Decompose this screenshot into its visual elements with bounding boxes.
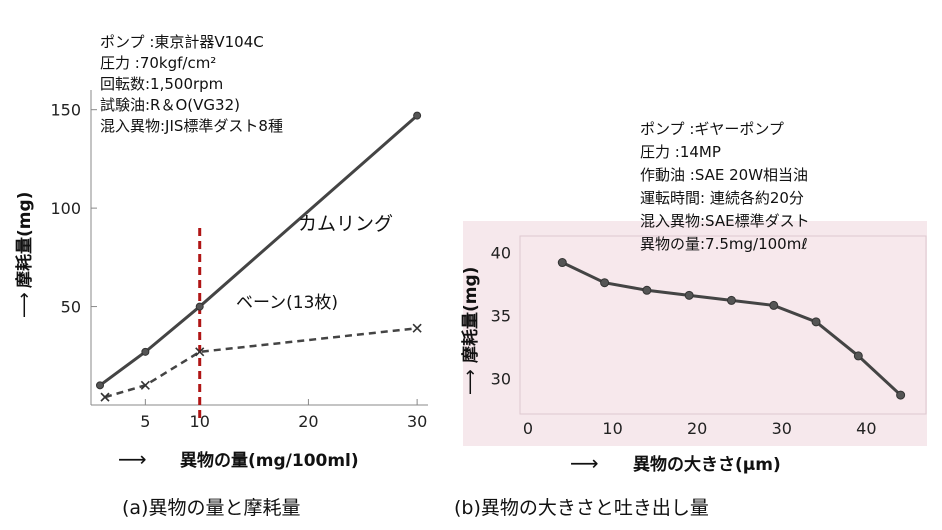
series-b [557,258,906,400]
axes-a: 50 100 150 5 10 20 30 [50,90,428,431]
data-point [726,295,736,305]
data-point [853,351,863,361]
x-tick-label: 20 [298,412,318,431]
data-point [195,302,204,311]
condition-line: ポンプ :東京計器V104C [100,33,264,51]
condition-line: 異物の量:7.5mg/100mℓ [640,235,808,253]
data-point [896,390,906,400]
x-axis-label: 異物の量(mg/100ml) [180,450,359,471]
data-point-stroke [195,347,205,357]
x-tick-label: 10 [190,412,210,431]
condition-line: 混入異物:JIS標準ダスト8種 [100,117,283,135]
y-tick-label: 100 [50,199,81,218]
series-label-vane: ベーン(13枚) [236,293,338,313]
y-tick-label: 30 [491,370,511,389]
data-point [557,258,567,268]
x-axis-arrow: ⟶ [118,447,147,471]
data-point [769,300,779,310]
data-point [642,285,652,295]
data-point [811,317,821,327]
series-label-cam-ring: カムリング [298,213,393,235]
data-point [140,380,150,390]
data-point [96,381,104,390]
x-tick-label: 20 [687,419,707,438]
condition-line: 圧力 :14MP [640,143,721,161]
y-axis-arrow: ⟶ [460,369,481,395]
labels-a: カムリング ベーン(13枚) [236,213,393,313]
caption-a: (a)異物の量と摩耗量 [122,497,301,519]
data-point-stroke [412,323,422,333]
y-axis-title-b: ⟶ 摩耗量(mg) [460,267,481,395]
plot-frame-b [519,235,927,415]
condition-line: 運転時間: 連続各約20分 [640,189,804,207]
y-tick-label: 150 [50,101,81,120]
x-tick-label: 10 [602,419,622,438]
condition-line: 作動油 :SAE 20W相当油 [640,166,809,184]
data-point [141,347,150,356]
y-axis-title-a: ⟶ 摩耗量(mg) [14,192,35,318]
condition-line: ポンプ :ギヤーポンプ [640,120,784,138]
x-tick-label: 0 [523,419,533,438]
conditions-b: ポンプ :ギヤーポンプ 圧力 :14MP 作動油 :SAE 20W相当油 運転時… [640,118,810,256]
condition-line: 混入異物:SAE標準ダスト [640,212,810,230]
conditions-a: ポンプ :東京計器V104C 圧力 :70kgf/cm² 回転数:1,500rp… [100,32,283,137]
x-tick-label: 5 [140,412,150,431]
x-axis-label: 異物の大きさ(μm) [633,454,781,475]
data-point [684,290,694,300]
condition-line: 試験油:R＆O(VG32) [100,96,240,114]
condition-line: 回転数:1,500rpm [100,75,224,93]
data-point [412,323,422,333]
y-tick-label: 35 [491,307,511,326]
axes-b: 30 35 40 0 10 20 30 40 [491,243,877,438]
data-point [600,278,610,288]
data-point-stroke [100,392,110,402]
y-tick-label: 40 [491,243,511,262]
x-tick-label: 40 [856,419,876,438]
series-line-cam-ring [99,114,419,387]
x-axis-arrow: ⟶ [570,451,599,475]
series-line-vane [104,326,418,399]
y-axis-label: 摩耗量(mg) [460,267,481,363]
data-point-stroke [140,380,150,390]
condition-line: 圧力 :70kgf/cm² [100,54,217,72]
x-tick-label: 30 [772,419,792,438]
data-point [195,347,205,357]
series-a [96,111,422,419]
data-point [413,111,422,120]
y-axis-label: 摩耗量(mg) [14,192,35,288]
caption-b: (b)異物の大きさと吐き出し量 [454,497,709,519]
y-axis-arrow: ⟶ [14,292,35,318]
y-tick-label: 50 [61,298,81,317]
data-point [100,392,110,402]
x-tick-label: 30 [407,412,427,431]
